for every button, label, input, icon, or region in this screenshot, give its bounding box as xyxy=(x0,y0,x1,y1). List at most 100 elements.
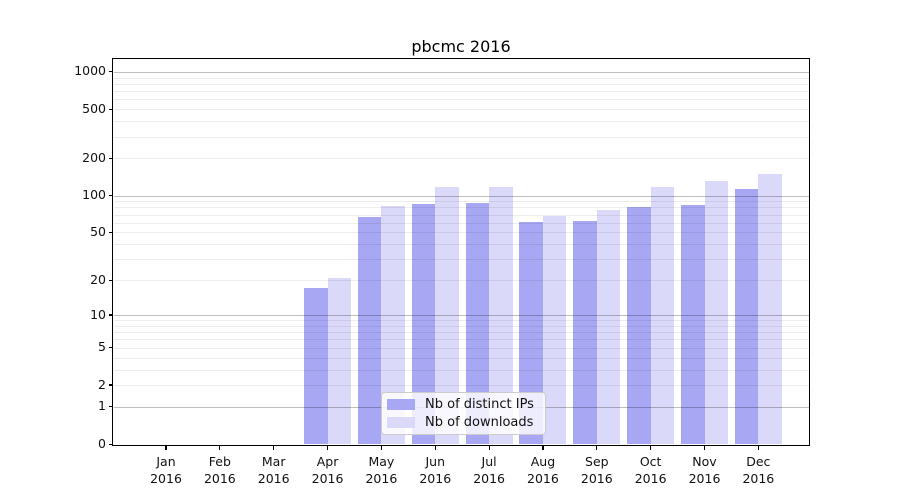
gridline-minor-200 xyxy=(113,158,809,160)
x-tick-label-feb: Feb 2016 xyxy=(188,454,252,487)
x-tick-year: 2016 xyxy=(688,470,721,486)
y-tick-label-200: 200 xyxy=(82,149,106,165)
x-tick-month: Apr xyxy=(316,454,339,469)
y-tick-0 xyxy=(108,443,113,445)
y-tick-500 xyxy=(108,108,113,110)
plot-frame xyxy=(112,58,811,446)
x-tick-month: May xyxy=(368,454,395,469)
gridline-minor-3 xyxy=(113,369,809,371)
y-tick-1 xyxy=(108,406,113,408)
y-tick-label-0: 0 xyxy=(98,435,106,451)
x-tick-year: 2016 xyxy=(580,470,613,486)
bar-downloads-jun xyxy=(435,187,459,445)
bar-downloads-oct xyxy=(650,187,675,445)
y-tick-label-10: 10 xyxy=(90,306,106,322)
y-tick-label-100: 100 xyxy=(82,187,106,202)
x-tick-month: Jul xyxy=(481,454,497,469)
x-tick-month: Mar xyxy=(261,454,286,469)
x-tick-apr xyxy=(326,445,329,450)
x-tick-year: 2016 xyxy=(365,470,398,486)
x-tick-label-oct: Oct 2016 xyxy=(619,454,683,487)
bar-downloads-dec xyxy=(758,174,782,445)
bar-distinct-ips-may xyxy=(357,216,382,445)
legend-item-downloads: Nb of downloads xyxy=(387,414,539,433)
x-tick-year: 2016 xyxy=(257,470,290,486)
x-tick-year: 2016 xyxy=(742,470,775,486)
x-tick-label-nov: Nov 2016 xyxy=(673,454,737,487)
gridline-minor-80 xyxy=(113,207,809,209)
x-tick-year: 2016 xyxy=(203,470,236,486)
x-tick-year: 2016 xyxy=(419,470,452,486)
y-tick-label-500: 500 xyxy=(82,100,106,116)
bar-distinct-ips-dec xyxy=(734,189,759,445)
gridline-minor-500 xyxy=(113,109,809,111)
x-tick-oct xyxy=(650,445,652,450)
bar-distinct-ips-apr xyxy=(304,288,328,445)
x-tick-label-sep: Sep 2016 xyxy=(565,454,629,487)
bar-distinct-ips-nov xyxy=(681,204,705,445)
x-tick-month: Jan xyxy=(156,454,176,469)
gridline-minor-20 xyxy=(113,280,809,282)
gridline-major-1000 xyxy=(113,71,809,73)
x-tick-label-jun: Jun 2016 xyxy=(403,454,467,487)
x-tick-jun xyxy=(434,445,436,450)
y-tick-label-50: 50 xyxy=(90,223,106,239)
gridline-minor-2 xyxy=(113,385,809,387)
y-tick-20 xyxy=(108,279,113,281)
bar-distinct-ips-aug xyxy=(519,221,543,445)
y-tick-label-5: 5 xyxy=(98,339,106,355)
gridline-minor-900 xyxy=(113,77,809,79)
y-tick-100 xyxy=(108,194,113,197)
x-tick-month: Sep xyxy=(585,454,609,469)
legend: Nb of distinct IPs Nb of downloads xyxy=(381,392,546,435)
x-tick-sep xyxy=(596,445,598,450)
y-tick-10 xyxy=(108,314,113,316)
gridline-minor-70 xyxy=(113,214,809,216)
legend-swatch-distinct-ips-icon xyxy=(387,398,415,410)
bar-downloads-sep xyxy=(596,210,621,445)
bar-distinct-ips-jun xyxy=(411,204,436,445)
y-tick-2 xyxy=(108,384,113,386)
x-tick-month: Dec xyxy=(746,454,771,469)
bar-downloads-aug xyxy=(542,216,567,445)
x-tick-dec xyxy=(757,445,759,450)
x-tick-label-dec: Dec 2016 xyxy=(726,454,790,487)
legend-swatch-downloads-icon xyxy=(387,417,415,429)
bar-distinct-ips-jul xyxy=(465,202,490,445)
x-tick-label-mar: Mar 2016 xyxy=(242,454,306,487)
y-tick-5 xyxy=(108,347,113,349)
y-tick-label-20: 20 xyxy=(90,271,106,287)
bar-distinct-ips-sep xyxy=(573,220,597,445)
gridline-minor-5 xyxy=(113,347,809,349)
x-tick-year: 2016 xyxy=(150,470,182,486)
x-tick-label-jan: Jan 2016 xyxy=(134,454,198,487)
gridline-minor-700 xyxy=(113,91,809,93)
x-tick-label-jul: Jul 2016 xyxy=(457,454,521,487)
x-tick-label-apr: Apr 2016 xyxy=(296,454,360,487)
x-tick-month: Jun xyxy=(425,454,446,469)
x-tick-month: Oct xyxy=(639,454,662,469)
y-tick-label-2: 2 xyxy=(98,376,106,392)
x-tick-jul xyxy=(488,445,490,450)
x-tick-year: 2016 xyxy=(473,470,505,486)
gridline-minor-8 xyxy=(113,325,809,327)
x-tick-month: Aug xyxy=(530,454,556,469)
legend-item-distinct-ips: Nb of distinct IPs xyxy=(387,395,539,414)
bar-distinct-ips-oct xyxy=(627,206,651,445)
x-tick-label-may: May 2016 xyxy=(349,454,413,487)
gridline-minor-600 xyxy=(113,99,809,101)
plot-area xyxy=(113,60,809,445)
gridline-minor-40 xyxy=(113,244,809,246)
gridline-minor-800 xyxy=(113,83,809,85)
y-tick-label-1000: 1000 xyxy=(74,63,106,79)
x-tick-year: 2016 xyxy=(527,470,559,486)
y-tick-label-1: 1 xyxy=(98,398,106,414)
x-tick-may xyxy=(380,445,382,450)
gridline-major-10 xyxy=(113,315,809,316)
gridline-minor-4 xyxy=(113,357,809,359)
bar-downloads-nov xyxy=(704,181,728,445)
y-tick-1000 xyxy=(108,71,113,73)
gridline-minor-60 xyxy=(113,222,809,224)
bar-downloads-jul xyxy=(489,186,513,445)
